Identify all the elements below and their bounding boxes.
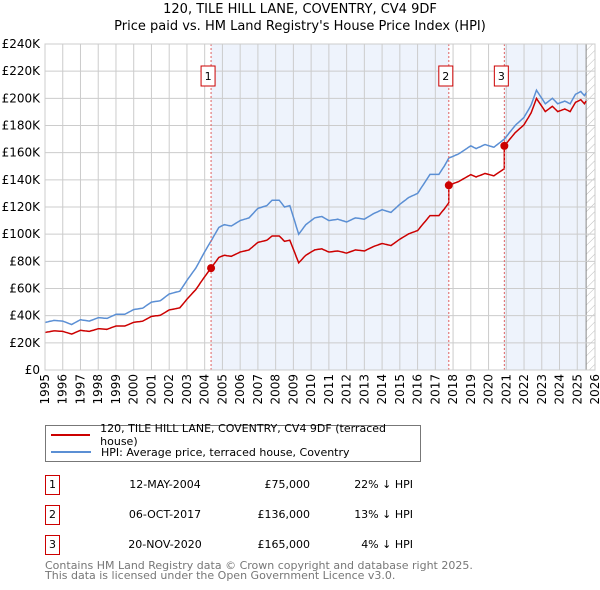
x-tick-label: 2001 xyxy=(144,374,158,405)
sale-price: £75,000 xyxy=(264,478,311,491)
x-tick-label: 2020 xyxy=(482,374,496,405)
y-tick-label: £0 xyxy=(25,363,40,377)
sale-label-box xyxy=(200,65,216,87)
y-tick-label: £140K xyxy=(2,173,42,187)
footer-licence: This data is licensed under the Open Gov… xyxy=(45,569,396,582)
x-tick-label: 1996 xyxy=(56,374,70,405)
x-tick-label: 2002 xyxy=(162,374,176,405)
sale-label-number: 2 xyxy=(442,70,449,83)
x-tick-label: 2018 xyxy=(446,374,460,405)
legend-label-price: 120, TILE HILL LANE, COVENTRY, CV4 9DF (… xyxy=(100,422,386,448)
y-tick-label: £100K xyxy=(2,227,42,241)
x-tick-label: 2017 xyxy=(428,374,442,405)
sale-date: 12-MAY-2004 xyxy=(129,478,201,491)
price-chart: 1 2 3 £0 £20K £40K £60K £80K £100K £120K £140K £160… xyxy=(2,37,600,405)
x-tick-label: 2014 xyxy=(375,374,389,405)
chart-legend: 120, TILE HILL LANE, COVENTRY, CV4 9DF (… xyxy=(45,422,421,462)
x-tick-label: 2022 xyxy=(517,374,531,405)
hpi-line-swatch xyxy=(51,451,91,453)
x-tick-label: 1999 xyxy=(109,374,123,405)
sale-number-badge: 2 xyxy=(45,505,60,525)
x-tick-label: 2003 xyxy=(180,374,194,405)
sale-hpi-diff: 22% ↓ HPI xyxy=(354,478,413,491)
sale-number-badge: 1 xyxy=(45,475,60,495)
y-tick-label: £240K xyxy=(2,37,42,51)
x-tick-label: 2021 xyxy=(499,374,513,405)
x-tick-label: 2009 xyxy=(286,374,300,405)
sale-label-number: 3 xyxy=(498,70,505,83)
price-line-swatch xyxy=(51,434,91,436)
footer-copyright: Contains HM Land Registry data © Crown c… xyxy=(45,559,473,572)
chart-subtitle: Price paid vs. HM Land Registry's House … xyxy=(114,19,486,34)
legend-label-hpi: HPI: Average price, terraced house, Cove… xyxy=(101,445,350,459)
sale-hpi-diff: 13% ↓ HPI xyxy=(354,508,413,521)
legend-item-price: 120, TILE HILL LANE, COVENTRY, CV4 9DF (… xyxy=(46,422,420,448)
x-tick-label: 2013 xyxy=(357,374,371,405)
sale-point xyxy=(207,264,216,273)
x-tick-label: 2000 xyxy=(127,374,141,405)
sale-price: £165,000 xyxy=(257,538,311,551)
sale-label-box xyxy=(493,65,509,87)
hpi-line xyxy=(44,88,587,326)
x-tick-label: 2007 xyxy=(251,374,265,405)
x-tick-label: 1995 xyxy=(38,374,52,405)
x-tick-label: 2012 xyxy=(340,374,354,405)
sale-label-box xyxy=(438,65,454,87)
chart-title: 120, TILE HILL LANE, COVENTRY, CV4 9DF xyxy=(163,2,437,17)
x-tick-label: 2024 xyxy=(553,374,567,405)
sale-label-number: 1 xyxy=(205,70,212,83)
x-tick-label: 1997 xyxy=(73,374,87,405)
y-tick-label: £120K xyxy=(2,200,42,214)
y-tick-label: £60K xyxy=(9,282,41,296)
plot-frame xyxy=(44,43,596,371)
y-tick-label: £80K xyxy=(9,254,41,268)
x-tick-label: 2019 xyxy=(464,374,478,405)
sale-date: 06-OCT-2017 xyxy=(128,508,202,521)
x-tick-label: 2015 xyxy=(393,374,407,405)
y-tick-label: £160K xyxy=(2,146,42,160)
sale-number-badge: 3 xyxy=(45,535,60,555)
sale-hpi-diff: 4% ↓ HPI xyxy=(361,538,413,551)
y-tick-label: £200K xyxy=(2,91,42,105)
sale-point xyxy=(500,141,509,150)
sale-date: 20-NOV-2020 xyxy=(128,538,202,551)
y-tick-label: £180K xyxy=(2,119,42,133)
sale-price: £136,000 xyxy=(257,508,311,521)
y-tick-label: £20K xyxy=(9,336,41,350)
x-tick-label: 2010 xyxy=(304,374,318,405)
x-tick-label: 2011 xyxy=(322,374,336,405)
y-tick-label: £40K xyxy=(9,309,41,323)
x-tick-label: 2026 xyxy=(588,374,600,405)
x-tick-label: 2016 xyxy=(411,374,425,405)
y-tick-label: £220K xyxy=(2,64,42,78)
legend-item-hpi: HPI: Average price, terraced house, Cove… xyxy=(46,444,350,460)
x-tick-label: 2006 xyxy=(233,374,247,405)
sale-point xyxy=(444,181,453,190)
x-tick-label: 2004 xyxy=(198,374,212,405)
x-tick-label: 2008 xyxy=(269,374,283,405)
x-tick-label: 2025 xyxy=(570,374,584,405)
x-tick-label: 2005 xyxy=(215,374,229,405)
x-tick-label: 1998 xyxy=(91,374,105,405)
x-tick-label: 2023 xyxy=(535,374,549,405)
